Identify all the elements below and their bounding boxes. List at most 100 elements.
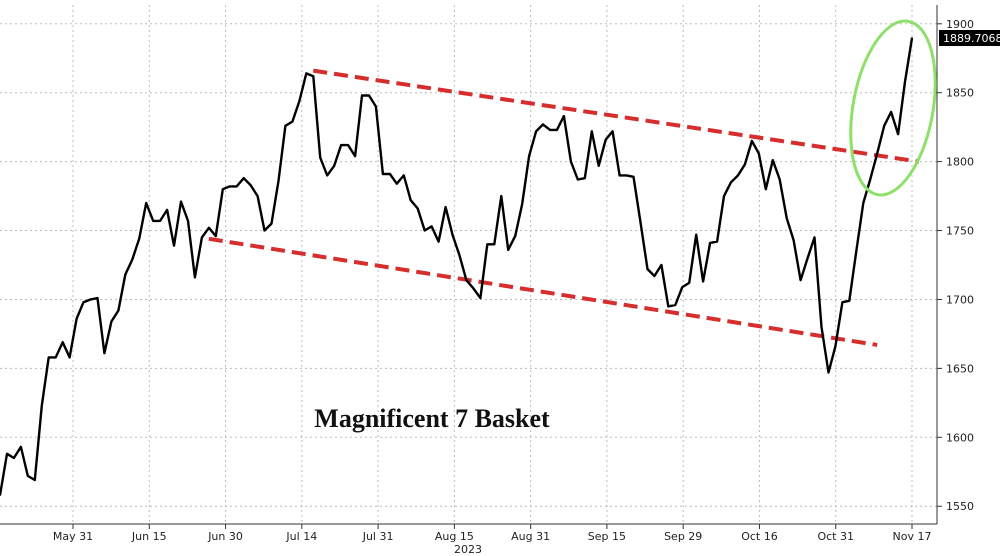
data-point	[319, 156, 322, 159]
data-point	[806, 257, 809, 259]
data-point	[611, 130, 614, 133]
data-point	[215, 235, 217, 237]
data-point	[451, 233, 454, 236]
data-point	[590, 130, 593, 133]
data-point	[890, 111, 892, 113]
data-point	[911, 37, 913, 39]
data-point	[500, 195, 503, 197]
data-point	[458, 254, 461, 257]
data-point	[354, 155, 356, 157]
data-point	[716, 240, 718, 243]
data-point	[862, 202, 865, 204]
data-point	[34, 479, 36, 481]
data-point	[625, 174, 628, 177]
data-point	[298, 100, 301, 102]
data-point	[709, 242, 711, 244]
data-point	[402, 174, 405, 177]
data-point	[96, 297, 99, 299]
data-point	[653, 275, 656, 277]
data-point	[159, 220, 161, 222]
data-point	[528, 155, 530, 157]
data-point	[618, 174, 621, 177]
data-point	[521, 203, 523, 206]
data-point	[180, 200, 182, 203]
y-tick-label: 1850	[946, 87, 974, 100]
y-tick-label: 1700	[946, 293, 974, 306]
data-point	[208, 226, 210, 229]
data-point	[646, 268, 649, 270]
data-point	[444, 206, 447, 208]
data-point	[437, 240, 440, 243]
data-point	[695, 233, 697, 236]
x-tick-label: Sep 15	[588, 530, 626, 543]
data-point	[20, 446, 22, 448]
data-point	[535, 130, 537, 133]
data-point	[897, 133, 899, 135]
data-point	[145, 202, 147, 204]
data-point	[723, 195, 725, 197]
data-point	[751, 140, 753, 142]
y-tick-label: 1900	[946, 18, 974, 31]
x-tick-label: Aug 31	[511, 530, 550, 543]
data-point	[340, 144, 342, 146]
data-point	[166, 209, 168, 211]
x-tick-label: Nov 17	[893, 530, 932, 543]
data-point	[472, 287, 475, 290]
data-point	[270, 222, 273, 225]
data-point	[409, 199, 412, 202]
data-point	[758, 152, 760, 155]
x-tick-label: Jun 15	[131, 530, 167, 543]
data-point	[813, 236, 816, 239]
x-tick-label: Jul 31	[362, 530, 394, 543]
data-point	[221, 188, 224, 190]
x-axis-year-label: 2023	[454, 543, 482, 556]
data-point	[40, 404, 43, 407]
data-point	[347, 144, 349, 146]
x-tick-label: Jun 30	[207, 530, 243, 543]
x-axis-ticks: May 31 Jun 15 Jun 30 Jul 14 Jul 31 Aug 15 Aug …	[53, 524, 932, 543]
data-point	[305, 72, 308, 75]
data-point	[765, 188, 767, 190]
data-point	[187, 220, 189, 222]
y-tick-label: 1800	[946, 156, 974, 169]
data-point	[201, 236, 203, 239]
data-point	[430, 225, 433, 228]
data-point	[486, 243, 489, 246]
data-point	[333, 164, 335, 167]
data-point	[389, 173, 391, 175]
x-tick-label: Oct 31	[817, 530, 854, 543]
data-point	[68, 356, 71, 359]
data-point	[730, 181, 732, 184]
trendlines	[208, 68, 920, 347]
data-point	[834, 345, 837, 348]
data-point	[792, 239, 795, 241]
data-point	[361, 94, 363, 97]
data-point	[841, 301, 844, 304]
data-point	[326, 174, 329, 177]
data-point	[375, 105, 377, 108]
data-point	[904, 80, 906, 83]
data-point	[13, 457, 15, 459]
x-tick-label: Aug 15	[435, 530, 474, 543]
data-point	[194, 276, 196, 279]
data-point	[54, 356, 57, 359]
last-value-badge-bg	[939, 30, 1000, 46]
data-point	[702, 280, 704, 283]
data-point	[660, 264, 663, 266]
data-point	[277, 180, 280, 182]
data-point	[47, 356, 50, 359]
data-point	[312, 75, 315, 77]
data-point	[249, 184, 252, 186]
data-point	[228, 185, 231, 188]
chart-title: Magnificent 7 Basket	[314, 404, 550, 433]
trendline-lower	[208, 236, 878, 347]
data-point	[6, 453, 8, 455]
data-point	[110, 320, 113, 323]
data-point	[820, 326, 823, 328]
x-tick-label: Oct 16	[741, 530, 778, 543]
data-point	[827, 371, 830, 374]
y-tick-label: 1750	[946, 225, 974, 238]
data-point	[744, 163, 746, 166]
y-tick-label: 1550	[946, 500, 974, 513]
